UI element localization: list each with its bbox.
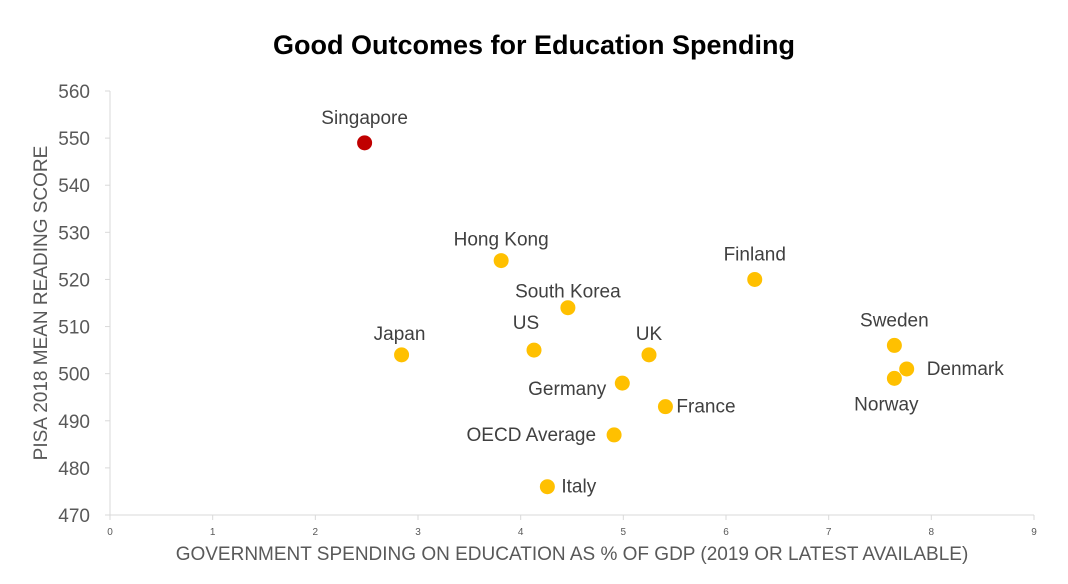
y-tick-label: 540 [58, 176, 90, 197]
data-point [747, 271, 763, 287]
y-tick-label: 530 [58, 223, 90, 244]
data-point [394, 347, 410, 363]
data-point [657, 399, 673, 415]
x-tick-label: 4 [518, 527, 524, 538]
x-tick-label: 5 [621, 527, 627, 538]
y-tick-label: 510 [58, 318, 90, 339]
x-tick-label: 7 [826, 527, 832, 538]
point-labels: Singapore Hong Kong Finland South Korea Japa… [321, 108, 1004, 498]
data-point [614, 375, 630, 391]
data-points [357, 135, 915, 495]
data-point [539, 479, 555, 495]
x-tick-label: 2 [313, 527, 319, 538]
data-point [886, 370, 902, 386]
x-tick-label: 6 [723, 527, 729, 538]
data-label: France [676, 397, 735, 418]
y-axis-title: PISA 2018 MEAN READING SCORE [31, 146, 52, 461]
data-label: Singapore [321, 108, 408, 129]
data-point [560, 300, 576, 316]
y-tick-label: 520 [58, 270, 90, 291]
data-point [526, 342, 542, 358]
y-tick-label: 550 [58, 129, 90, 150]
data-label: Sweden [860, 310, 929, 331]
axes [105, 90, 1035, 520]
x-tick-label: 3 [415, 527, 421, 538]
data-label: Norway [854, 394, 919, 415]
data-label: UK [636, 324, 663, 345]
x-tick-label: 8 [929, 527, 935, 538]
data-label: Germany [528, 379, 607, 400]
data-point [886, 337, 902, 353]
chart-title: Good Outcomes for Education Spending [272, 30, 795, 60]
x-tick-labels: 0 1 2 3 4 5 6 7 8 9 [107, 527, 1037, 538]
x-tick-label: 1 [210, 527, 216, 538]
data-point [493, 253, 509, 269]
x-tick-label: 9 [1031, 527, 1037, 538]
y-tick-label: 560 [58, 82, 90, 103]
data-label: US [513, 313, 539, 334]
data-point [641, 347, 657, 363]
x-axis-title: GOVERNMENT SPENDING ON EDUCATION AS % OF… [176, 544, 969, 565]
data-label: Hong Kong [454, 230, 549, 251]
y-tick-labels: 470 480 490 500 510 520 530 540 550 560 [58, 82, 90, 527]
data-label: Italy [561, 477, 596, 498]
data-point [899, 361, 915, 377]
data-label: Japan [374, 324, 426, 345]
y-tick-label: 490 [58, 412, 90, 433]
data-point [357, 135, 373, 151]
data-label: Finland [724, 244, 786, 265]
y-tick-label: 470 [58, 506, 90, 527]
x-tick-label: 0 [107, 527, 113, 538]
data-label: OECD Average [467, 425, 597, 446]
data-label: South Korea [515, 282, 621, 303]
data-point [606, 427, 622, 443]
y-tick-label: 480 [58, 459, 90, 480]
data-label: Denmark [927, 359, 1005, 380]
y-tick-label: 500 [58, 365, 90, 386]
